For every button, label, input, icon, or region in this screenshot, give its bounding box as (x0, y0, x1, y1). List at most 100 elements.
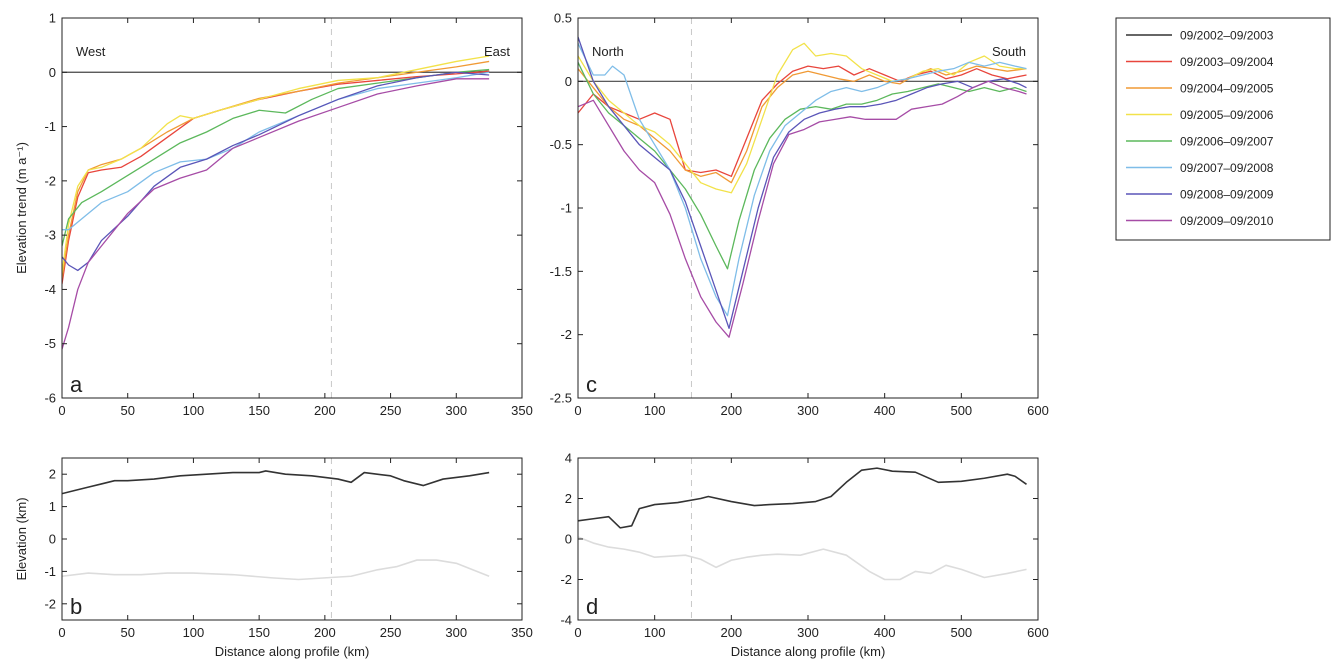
direction-label-right: East (484, 44, 510, 59)
axes-frame (577, 457, 1039, 621)
series-line-c-1 (578, 65, 1027, 177)
x-tick-label: 600 (1027, 625, 1049, 640)
x-tick-label: 0 (58, 403, 65, 418)
panel-c: 0 100 200 300 400 500 600 -2.5 -2 -1.5 -1 -0.5 0 0.5 N… (550, 11, 1049, 419)
y-tick-label: -2 (560, 572, 572, 587)
x-axis-label: Distance along profile (km) (215, 644, 370, 659)
panel-letter: c (586, 372, 597, 397)
panel-letter: a (70, 372, 83, 397)
series-line-b-0 (62, 470, 490, 495)
x-tick-label: 100 (183, 403, 205, 418)
x-tick-label: 400 (874, 403, 896, 418)
x-tick-label: 150 (248, 625, 270, 640)
y-tick-label: 1 (49, 499, 56, 514)
legend-entry: 09/2004–09/2005 (1180, 82, 1274, 96)
series-line-c-5 (578, 43, 1027, 317)
axes-frame (61, 17, 523, 399)
series-line-c-7 (578, 80, 1027, 338)
x-tick-label: 250 (380, 403, 402, 418)
panel-letter: d (586, 594, 598, 619)
legend: 09/2002–09/2003 09/2003–09/2004 09/2004–09… (1115, 17, 1331, 241)
y-tick-label: -3 (44, 228, 56, 243)
panel-letter: b (70, 594, 82, 619)
legend-entry: 09/2007–09/2008 (1180, 161, 1274, 175)
panel-a: 0 50 100 150 200 250 300 350 -6 -5 -4 -3 -2 -1 0 1 West E… (14, 11, 533, 419)
x-tick-label: 200 (720, 625, 742, 640)
direction-label-right: South (992, 44, 1026, 59)
x-tick-label: 300 (797, 625, 819, 640)
axes-frame (577, 17, 1039, 399)
series-group (62, 55, 490, 350)
x-tick-label: 150 (248, 403, 270, 418)
series-line-a-7 (62, 78, 490, 350)
x-tick-label: 400 (874, 625, 896, 640)
x-tick-label: 200 (314, 625, 336, 640)
series-line-d-1 (578, 536, 1027, 581)
y-tick-label: 0.5 (554, 11, 572, 26)
y-tick-label: -1 (44, 564, 56, 579)
y-tick-label: 0 (565, 532, 572, 547)
series-line-a-3 (62, 55, 490, 274)
legend-entry: 09/2005–09/2006 (1180, 108, 1274, 122)
panel-d: 0 100 200 300 400 500 600 -4 -2 0 2 4 d Distance alon… (560, 451, 1048, 660)
x-tick-label: 350 (511, 403, 533, 418)
x-tick-label: 300 (445, 625, 467, 640)
series-group (578, 36, 1027, 338)
x-tick-label: 200 (720, 403, 742, 418)
y-tick-label: -2 (44, 173, 56, 188)
series-line-b-1 (62, 559, 490, 581)
x-axis-label: Distance along profile (km) (731, 644, 886, 659)
y-tick-label: -2 (560, 327, 572, 342)
x-tick-label: 300 (797, 403, 819, 418)
y-tick-label: -1 (44, 119, 56, 134)
y-axis-label: Elevation trend (m a⁻¹) (14, 142, 29, 274)
y-tick-label: 1 (49, 11, 56, 26)
x-tick-label: 0 (574, 403, 581, 418)
series-line-a-1 (62, 70, 490, 285)
legend-entry: 09/2003–09/2004 (1180, 55, 1274, 69)
x-tick-label: 250 (380, 625, 402, 640)
legend-frame (1115, 17, 1331, 241)
y-tick-label: 4 (565, 451, 572, 466)
direction-label-left: North (592, 44, 624, 59)
x-tick-label: 300 (445, 403, 467, 418)
x-tick-label: 50 (120, 625, 134, 640)
y-axis-label: Elevation (km) (14, 497, 29, 580)
series-line-d-0 (578, 467, 1027, 529)
series-line-c-2 (578, 65, 1027, 184)
axes-frame (61, 457, 523, 621)
x-tick-label: 500 (950, 403, 972, 418)
series-line-c-4 (578, 62, 1027, 270)
y-tick-label: 0 (565, 74, 572, 89)
direction-label-left: West (76, 44, 106, 59)
series-group (578, 467, 1027, 581)
series-group (62, 470, 490, 581)
legend-entry: 09/2006–09/2007 (1180, 135, 1274, 149)
x-tick-label: 100 (183, 625, 205, 640)
legend-entry: 09/2008–09/2009 (1180, 188, 1274, 202)
y-tick-label: -1 (560, 201, 572, 216)
series-line-c-6 (578, 36, 1027, 329)
series-line-a-5 (62, 71, 490, 231)
series-line-a-6 (62, 71, 490, 272)
x-tick-label: 100 (644, 403, 666, 418)
x-tick-label: 100 (644, 625, 666, 640)
y-tick-label: -4 (560, 613, 572, 628)
y-tick-label: 0 (49, 532, 56, 547)
y-tick-label: -2.5 (550, 391, 572, 406)
y-tick-label: -6 (44, 391, 56, 406)
x-tick-label: 600 (1027, 403, 1049, 418)
y-tick-label: -2 (44, 596, 56, 611)
y-tick-label: -5 (44, 336, 56, 351)
x-tick-label: 500 (950, 625, 972, 640)
legend-entry: 09/2002–09/2003 (1180, 29, 1274, 43)
series-line-a-2 (62, 60, 490, 279)
y-tick-label: 2 (49, 467, 56, 482)
x-tick-label: 200 (314, 403, 336, 418)
y-tick-label: -0.5 (550, 137, 572, 152)
legend-entry: 09/2009–09/2010 (1180, 214, 1274, 228)
series-line-a-4 (62, 68, 490, 247)
series-line-c-3 (578, 42, 1027, 194)
x-tick-label: 350 (511, 625, 533, 640)
y-tick-label: -4 (44, 282, 56, 297)
